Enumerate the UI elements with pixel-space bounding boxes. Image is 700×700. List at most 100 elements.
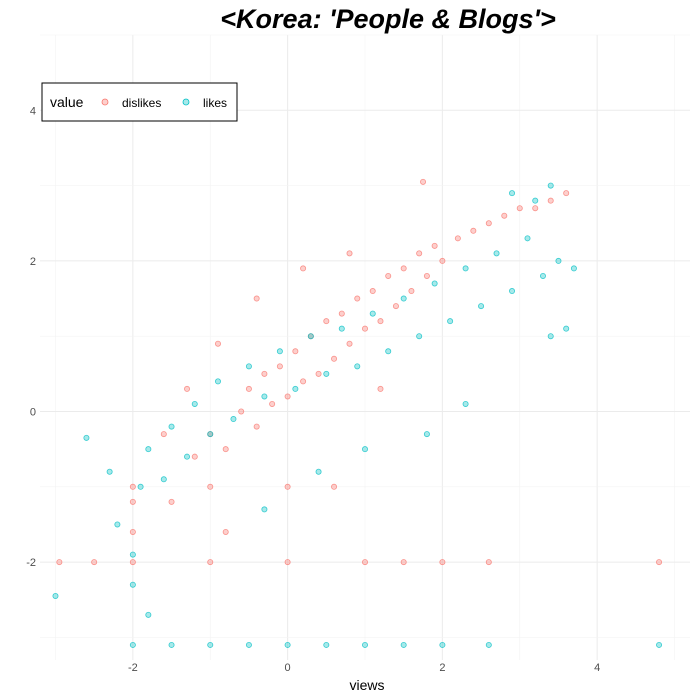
point-likes <box>462 400 469 407</box>
point-dislikes <box>284 393 291 400</box>
point-likes <box>462 265 469 272</box>
point-likes <box>137 483 144 490</box>
point-dislikes <box>400 265 407 272</box>
point-dislikes <box>338 310 345 317</box>
point-likes <box>439 641 446 648</box>
series-dislikes-points <box>56 178 663 566</box>
point-likes <box>292 385 299 392</box>
point-dislikes <box>56 559 63 566</box>
legend-title: value <box>50 94 84 110</box>
point-dislikes <box>377 385 384 392</box>
point-dislikes <box>222 528 229 535</box>
point-likes <box>214 378 221 385</box>
y-tick-label: 4 <box>30 105 36 117</box>
point-dislikes <box>470 227 477 234</box>
point-dislikes <box>377 318 384 325</box>
point-likes <box>509 190 516 197</box>
point-dislikes <box>485 559 492 566</box>
point-dislikes <box>408 288 415 295</box>
axis-ticks: -2 0 2 4 -2 0 2 4 <box>26 105 600 674</box>
point-likes <box>276 348 283 355</box>
point-likes <box>532 197 539 204</box>
point-dislikes <box>253 295 260 302</box>
point-dislikes <box>129 498 136 505</box>
x-tick-label: 2 <box>439 662 445 674</box>
point-likes <box>145 446 152 453</box>
point-likes <box>478 303 485 310</box>
legend: value dislikes likes <box>41 82 238 122</box>
point-likes <box>191 400 198 407</box>
point-dislikes <box>501 212 508 219</box>
point-likes <box>83 434 90 441</box>
point-dislikes <box>420 178 427 185</box>
point-dislikes <box>563 190 570 197</box>
point-likes <box>385 348 392 355</box>
point-likes <box>129 641 136 648</box>
point-likes <box>160 476 167 483</box>
point-likes <box>509 288 516 295</box>
chart-title: <Korea: 'People & Blogs'> <box>220 4 556 34</box>
point-likes <box>114 521 121 528</box>
point-likes <box>129 581 136 588</box>
point-dislikes <box>392 303 399 310</box>
x-tick-label: 0 <box>285 662 291 674</box>
point-likes <box>570 265 577 272</box>
point-likes <box>338 325 345 332</box>
point-likes <box>416 333 423 340</box>
point-dislikes <box>214 340 221 347</box>
point-likes <box>307 333 314 340</box>
point-dislikes <box>207 483 214 490</box>
point-likes <box>400 641 407 648</box>
point-dislikes <box>354 295 361 302</box>
point-likes <box>315 468 322 475</box>
point-dislikes <box>284 559 291 566</box>
series-likes-points <box>52 182 663 648</box>
point-dislikes <box>184 385 191 392</box>
point-likes <box>184 453 191 460</box>
point-dislikes <box>454 235 461 242</box>
point-likes <box>547 333 554 340</box>
point-dislikes <box>300 265 307 272</box>
point-likes <box>261 506 268 513</box>
point-likes <box>547 182 554 189</box>
point-likes <box>493 250 500 257</box>
legend-label-dislikes: dislikes <box>122 96 161 110</box>
point-dislikes <box>485 220 492 227</box>
x-tick-label: -2 <box>128 662 138 674</box>
point-dislikes <box>168 498 175 505</box>
point-likes <box>400 295 407 302</box>
point-likes <box>207 641 214 648</box>
x-axis-title: views <box>349 677 384 693</box>
point-dislikes <box>160 431 167 438</box>
point-dislikes <box>315 370 322 377</box>
point-dislikes <box>323 318 330 325</box>
point-dislikes <box>423 272 430 279</box>
point-dislikes <box>439 257 446 264</box>
point-likes <box>168 641 175 648</box>
point-likes <box>447 318 454 325</box>
point-dislikes <box>261 370 268 377</box>
point-dislikes <box>284 483 291 490</box>
point-dislikes <box>207 559 214 566</box>
point-dislikes <box>276 363 283 370</box>
point-dislikes <box>331 483 338 490</box>
point-likes <box>52 592 59 599</box>
point-likes <box>129 551 136 558</box>
point-dislikes <box>91 559 98 566</box>
point-dislikes <box>532 205 539 212</box>
point-likes <box>369 310 376 317</box>
legend-label-likes: likes <box>203 96 227 110</box>
point-likes <box>563 325 570 332</box>
legend-key-dislikes <box>101 98 109 106</box>
point-dislikes <box>253 423 260 430</box>
point-likes <box>145 611 152 618</box>
point-likes <box>539 272 546 279</box>
point-dislikes <box>331 355 338 362</box>
point-likes <box>431 280 438 287</box>
point-likes <box>656 641 663 648</box>
point-dislikes <box>547 197 554 204</box>
point-likes <box>485 641 492 648</box>
point-dislikes <box>431 242 438 249</box>
point-dislikes <box>346 340 353 347</box>
point-likes <box>245 641 252 648</box>
